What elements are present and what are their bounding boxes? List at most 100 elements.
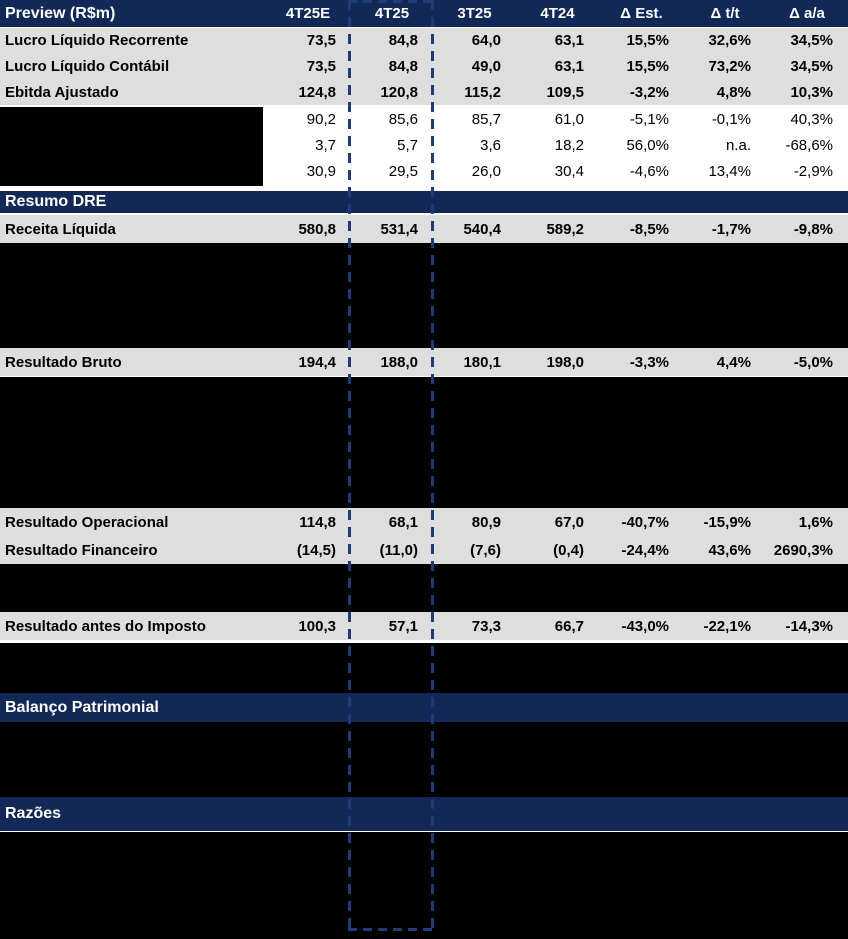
cell: 68,1 xyxy=(388,513,418,531)
row-label: Receita Líquida xyxy=(5,220,116,238)
cell: 589,2 xyxy=(546,220,584,238)
cell: 84,8 xyxy=(388,57,418,75)
column-header-delta-aa: Δ a/a xyxy=(789,5,825,22)
row-label: Lucro Líquido Contábil xyxy=(5,57,170,75)
cell: -9,8% xyxy=(793,220,833,238)
cell: 2690,3% xyxy=(773,541,833,559)
redacted-block xyxy=(0,243,848,348)
cell: 188,0 xyxy=(380,353,418,371)
cell: 120,8 xyxy=(380,83,418,101)
cell: 540,4 xyxy=(463,220,501,238)
cell: 64,0 xyxy=(471,32,501,49)
cell: 61,0 xyxy=(554,110,584,128)
cell: -40,7% xyxy=(621,513,669,531)
row-label: Lucro Líquido Recorrente xyxy=(5,32,189,49)
cell: 4,4% xyxy=(716,353,751,371)
cell: 18,2 xyxy=(554,136,584,154)
cell: 580,8 xyxy=(298,220,336,238)
cell: 26,0 xyxy=(471,163,501,180)
cell: 531,4 xyxy=(380,220,418,238)
cell: 114,8 xyxy=(299,513,336,531)
redacted-block xyxy=(0,722,848,797)
cell: 4,8% xyxy=(716,83,751,101)
cell: 80,9 xyxy=(471,513,501,531)
cell: 90,2 xyxy=(306,110,336,128)
cell: 1,6% xyxy=(798,513,833,531)
cell: 56,0% xyxy=(626,136,669,154)
cell: -3,2% xyxy=(629,83,669,101)
cell: -5,0% xyxy=(793,353,833,371)
cell: 73,5 xyxy=(306,57,336,75)
table-header-row: Preview (R$m) 4T25E 4T25 3T25 4T24 Δ Est… xyxy=(0,0,848,27)
cell: -8,5% xyxy=(629,220,669,238)
cell: -68,6% xyxy=(785,136,833,154)
cell: 84,8 xyxy=(388,32,418,49)
cell: 85,7 xyxy=(471,110,501,128)
highlight-box-left-edge xyxy=(348,0,351,931)
redacted-block xyxy=(0,832,848,939)
cell: 32,6% xyxy=(708,32,751,49)
cell: 15,5% xyxy=(626,32,669,49)
cell: -22,1% xyxy=(703,617,751,635)
cell: 34,5% xyxy=(790,32,833,49)
cell: 73,2% xyxy=(708,57,751,75)
table-row: Receita Líquida 580,8 531,4 540,4 589,2 … xyxy=(0,215,848,243)
row-label: Resultado Bruto xyxy=(5,353,122,371)
column-header-4t24: 4T24 xyxy=(540,5,575,22)
cell: -5,1% xyxy=(629,110,669,128)
section-title: Resumo DRE xyxy=(5,193,107,210)
redacted-row-labels xyxy=(0,107,263,186)
cell: 40,3% xyxy=(790,110,833,128)
highlight-box-bottom-edge xyxy=(348,928,434,931)
table-row: Resultado antes do Imposto 100,3 57,1 73… xyxy=(0,612,848,640)
cell: 34,5% xyxy=(790,57,833,75)
row-label: Resultado antes do Imposto xyxy=(5,617,206,635)
cell: -43,0% xyxy=(621,617,669,635)
cell: (0,4) xyxy=(553,541,584,559)
cell: 3,6 xyxy=(480,136,501,154)
cell: 73,5 xyxy=(306,32,336,49)
cell: 29,5 xyxy=(388,163,418,180)
cell: 15,5% xyxy=(626,57,669,75)
cell: 43,6% xyxy=(708,541,751,559)
cell: (11,0) xyxy=(379,541,418,559)
table-row: Ebitda Ajustado 124,8 120,8 115,2 109,5 … xyxy=(0,79,848,105)
cell: 198,0 xyxy=(546,353,584,371)
cell: -14,3% xyxy=(785,617,833,635)
cell: 63,1 xyxy=(554,32,584,49)
redacted-block xyxy=(0,643,848,693)
cell: -3,3% xyxy=(629,353,669,371)
cell: 3,7 xyxy=(315,136,336,154)
cell: 49,0 xyxy=(471,57,501,75)
cell: (14,5) xyxy=(296,541,336,559)
section-title: Balanço Patrimonial xyxy=(5,698,159,716)
table-row: Resultado Financeiro (14,5) (11,0) (7,6)… xyxy=(0,536,848,564)
row-label: Ebitda Ajustado xyxy=(5,83,119,101)
cell: 85,6 xyxy=(388,110,418,128)
cell: 13,4% xyxy=(708,163,751,180)
cell: 100,3 xyxy=(298,617,336,635)
cell: -4,6% xyxy=(629,163,669,180)
cell: -15,9% xyxy=(703,513,751,531)
cell: 63,1 xyxy=(554,57,584,75)
cell: (7,6) xyxy=(470,541,501,559)
table-row: Resultado Operacional 114,8 68,1 80,9 67… xyxy=(0,508,848,536)
cell: -24,4% xyxy=(621,541,669,559)
cell: 5,7 xyxy=(397,136,418,154)
table-row: Lucro Líquido Contábil 73,5 84,8 49,0 63… xyxy=(0,53,848,79)
cell: -0,1% xyxy=(711,110,751,128)
cell: -1,7% xyxy=(711,220,751,238)
section-header-resumo-dre: Resumo DRE xyxy=(0,191,848,213)
cell: 180,1 xyxy=(463,353,501,371)
column-header-4t25e: 4T25E xyxy=(285,5,331,22)
highlight-box-top-edge xyxy=(348,0,434,3)
section-title: Razões xyxy=(5,805,62,822)
cell: 57,1 xyxy=(388,617,418,635)
cell: 194,4 xyxy=(298,353,336,371)
cell: 30,9 xyxy=(306,163,336,180)
row-label: Resultado Operacional xyxy=(5,513,169,531)
column-header-delta-tt: Δ t/t xyxy=(710,5,740,22)
table-row: Resultado Bruto 194,4 188,0 180,1 198,0 … xyxy=(0,348,848,376)
row-label: Resultado Financeiro xyxy=(5,541,158,559)
